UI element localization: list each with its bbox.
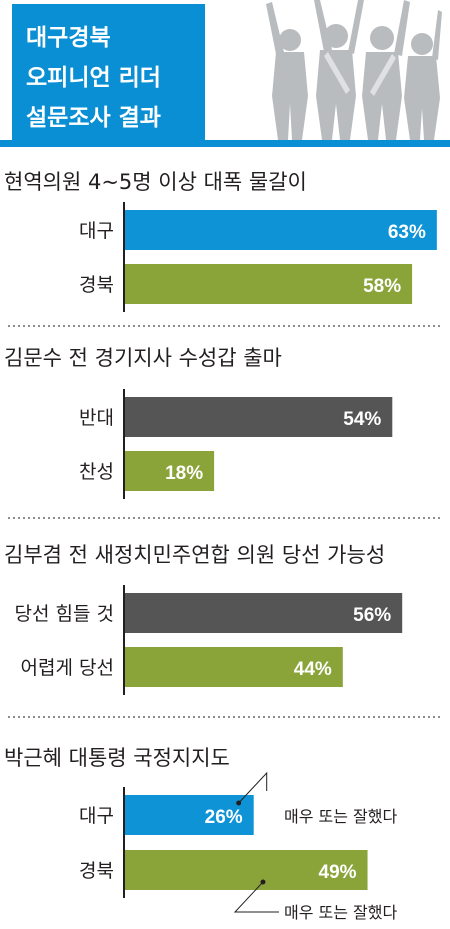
bar — [125, 795, 254, 835]
bar — [125, 850, 368, 890]
category-label: 대구 — [79, 220, 114, 242]
category-label: 경북 — [79, 274, 114, 296]
header: 대구경북 오피니언 리더 설문조사 결과 — [0, 0, 450, 147]
annotation-leader — [238, 771, 268, 804]
title-line-3: 설문조사 결과 — [26, 105, 161, 131]
category-label: 찬성 — [79, 461, 114, 483]
people-silhouette-icon — [266, 0, 442, 140]
category-label: 경북 — [79, 860, 114, 882]
annotation-label: 매우 또는 잘했다 — [284, 807, 397, 826]
chart-title: 박근혜 대통령 국정지지도 — [4, 746, 230, 770]
bar — [125, 647, 343, 687]
category-label: 반대 — [79, 407, 114, 429]
value-label: 56% — [353, 605, 391, 626]
title-box: 대구경북 오피니언 리더 설문조사 결과 — [12, 4, 205, 140]
category-label: 대구 — [79, 805, 114, 827]
chart-title: 김문수 전 경기지사 수성갑 출마 — [4, 346, 282, 370]
chart-title: 현역의원 4~5명 이상 대폭 물갈이 — [4, 170, 307, 194]
bar — [125, 210, 437, 250]
value-label: 49% — [319, 862, 357, 883]
annotation-leader — [233, 881, 279, 913]
annotation-label: 매우 또는 잘했다 — [284, 903, 397, 922]
bar — [125, 451, 215, 491]
category-label: 어렵게 당선 — [21, 657, 114, 679]
bar — [125, 593, 403, 633]
title-line-2: 오피니언 리더 — [26, 65, 161, 91]
value-label: 26% — [205, 807, 243, 828]
header-rule — [0, 140, 450, 147]
value-label: 54% — [343, 409, 381, 430]
title-line-1: 대구경북 — [26, 25, 111, 51]
value-label: 44% — [294, 659, 332, 680]
category-label: 당선 힘들 것 — [15, 603, 114, 625]
bar — [125, 264, 413, 304]
chart-title: 김부겸 전 새정치민주연합 의원 당선 가능성 — [4, 543, 385, 567]
value-label: 18% — [165, 463, 203, 484]
bar — [125, 397, 393, 437]
value-label: 63% — [388, 222, 426, 243]
value-label: 58% — [363, 276, 401, 297]
